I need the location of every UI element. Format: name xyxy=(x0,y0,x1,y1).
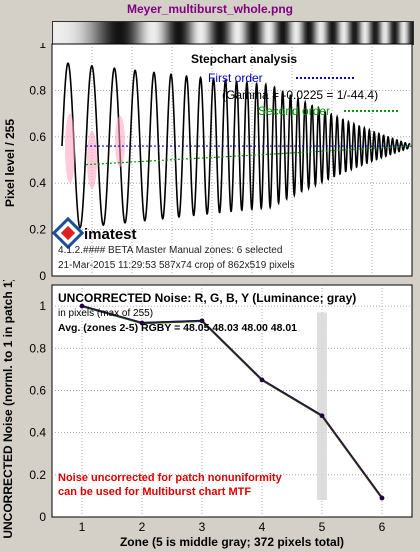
noise-data-point xyxy=(259,377,265,383)
noise-x-tick-label: 1 xyxy=(79,520,86,534)
noise-grid xyxy=(52,285,412,517)
noise-plot-area xyxy=(51,284,413,518)
noise-x-tick-label: 5 xyxy=(319,520,326,534)
stepchart-y-tick-label: 0.8 xyxy=(29,83,46,97)
noise-series xyxy=(79,303,385,501)
noise-data-point xyxy=(319,413,325,419)
noise-y-tick-label: 0 xyxy=(39,510,46,524)
stepchart-y-ticks: 0 0.2 0.4 0.6 0.8 1 xyxy=(29,43,46,280)
noise-x-tick-label: 6 xyxy=(379,520,386,534)
noise-x-label: Zone (5 is middle gray; 372 pixels total… xyxy=(120,535,344,549)
noise-zone-highlight xyxy=(317,312,327,501)
stepchart-y-tick-label: 1 xyxy=(39,43,46,51)
stepchart-waveform xyxy=(61,62,411,229)
noise-x-tick-label: 4 xyxy=(259,520,266,534)
noise-y-tick-label: 0.6 xyxy=(29,383,46,397)
noise-annotation-line-1: Noise uncorrected for patch nonuniformit… xyxy=(58,472,283,484)
legend-second-order: Second order xyxy=(258,104,330,118)
noise-data-point xyxy=(139,320,145,326)
noise-data-point xyxy=(199,318,205,324)
info-line-2: 21-Mar-2015 11:29:53 587x74 crop of 862x… xyxy=(58,260,295,271)
stepchart-title: Stepchart analysis xyxy=(191,52,297,66)
noise-subtitle: in pixels (max of 255) xyxy=(58,308,153,319)
noise-y-ticks: 0 0.2 0.4 0.6 0.8 1 xyxy=(29,299,46,524)
noise-y-tick-label: 1 xyxy=(39,299,46,313)
noise-zone-5-band xyxy=(317,312,327,501)
stepchart-y-tick-label: 0.4 xyxy=(29,176,46,190)
stepchart-highlight xyxy=(87,131,97,189)
legend-first-order: First order xyxy=(208,71,263,85)
stepchart-highlight xyxy=(65,113,75,184)
noise-y-tick-label: 0.4 xyxy=(29,426,46,440)
second-order-fit-line xyxy=(85,145,413,166)
noise-y-tick-label: 0.2 xyxy=(29,468,46,482)
multiburst-strip-image xyxy=(52,21,414,45)
stepchart-panel: 0 0.2 0.4 0.6 0.8 1 Pixel level / 255 Stepcha… xyxy=(3,43,413,280)
imatest-logo: imatest xyxy=(51,216,137,250)
noise-data-point xyxy=(379,495,385,501)
noise-y-tick-label: 0.8 xyxy=(29,341,46,355)
imatest-logo-text: imatest xyxy=(84,226,137,243)
noise-annotation-line-2: can be used for Multiburst chart MTF xyxy=(58,486,251,498)
window-title: Meyer_multiburst_whole.png xyxy=(126,2,294,16)
noise-x-tick-label: 3 xyxy=(199,520,206,534)
noise-title: UNCORRECTED Noise: R, G, B, Y (Luminance… xyxy=(58,291,356,305)
noise-panel: 0 0.2 0.4 0.6 0.8 1 1 2 3 4 5 6 UNCORRECTED Noise:… xyxy=(1,280,413,549)
stepchart-y-tick-label: 0 xyxy=(39,269,46,280)
noise-y-label: UNCORRECTED Noise (norml. to 1 in patch … xyxy=(1,280,15,539)
legend-gamma: (Gamma = -0.0225 = 1/-44.4) xyxy=(222,88,378,102)
noise-data-point xyxy=(79,303,85,309)
noise-stats: Avg. (zones 2-5) RGBY = 48.05 48.03 48.0… xyxy=(58,322,297,334)
stepchart-y-label: Pixel level / 255 xyxy=(3,119,17,207)
info-line-1: 4.1.2.#### BETA Master Manual zones: 6 s… xyxy=(58,245,282,256)
stepchart-y-tick-label: 0.2 xyxy=(29,223,46,237)
noise-x-tick-label: 2 xyxy=(139,520,146,534)
stepchart-highlight xyxy=(115,115,125,167)
stepchart-y-tick-label: 0.6 xyxy=(29,130,46,144)
noise-x-ticks: 1 2 3 4 5 6 xyxy=(79,520,386,534)
noise-series-line xyxy=(81,305,383,499)
